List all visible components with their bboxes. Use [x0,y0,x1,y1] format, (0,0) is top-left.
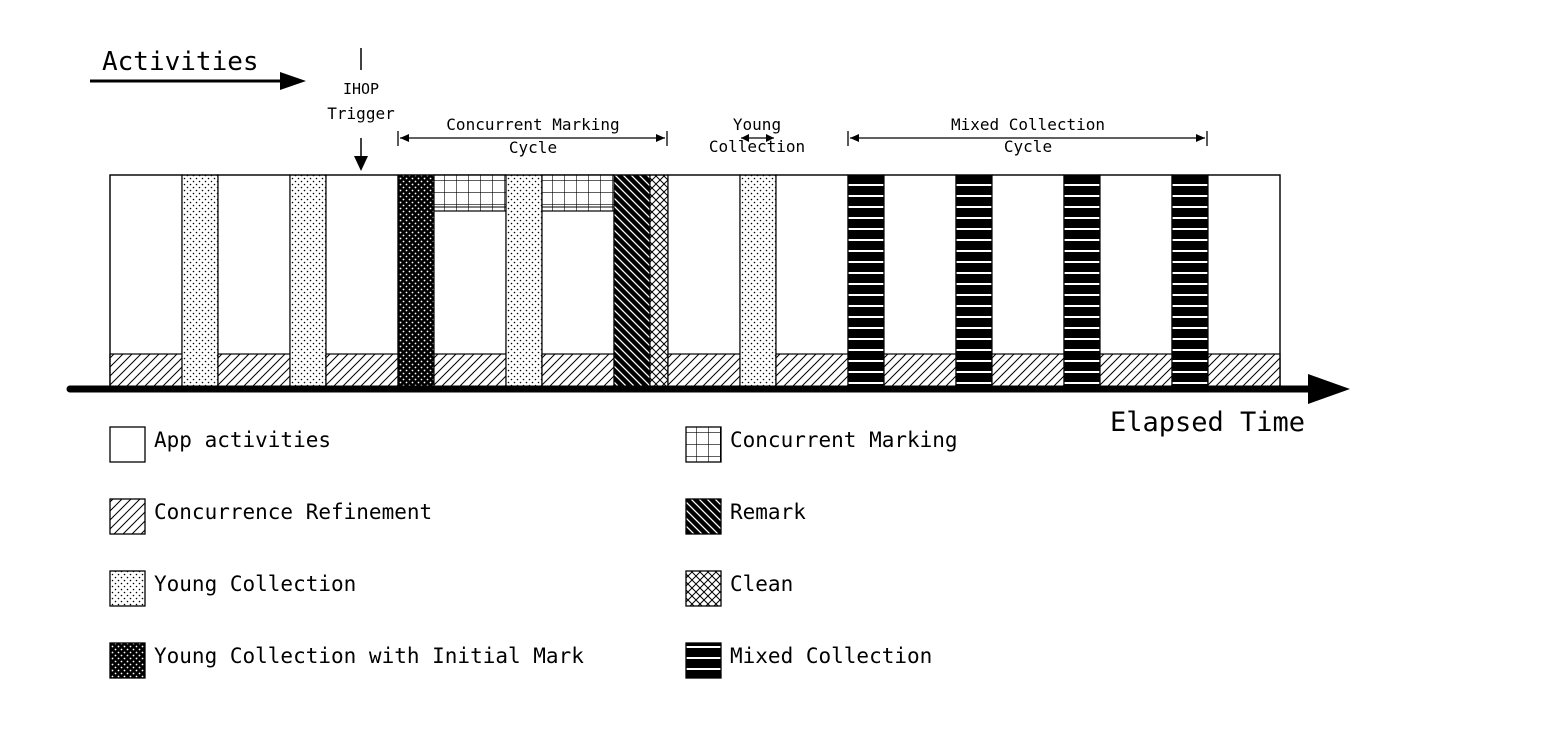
timeline-segment-young [289,174,327,388]
phase-label-line2: Collection [709,137,805,156]
timeline-segment-app [775,174,849,388]
ihop-trigger-line1: IHOP [343,80,379,98]
timeline-segment-mixed [847,174,885,388]
legend-swatch-young-initial-mark [109,642,146,679]
timeline-segment-app [541,174,615,388]
legend-label: Young Collection [154,572,356,596]
legend-swatch-refinement [109,498,146,535]
timeline-segment-app [1099,174,1173,388]
mixed-block [955,174,993,388]
timeline-segment-remark [613,174,651,388]
concurrence-refinement-block [991,353,1065,388]
timeline-segment-mixed [1063,174,1101,388]
legend-label: Concurrence Refinement [154,500,432,524]
elapsed-time-axis [66,374,1350,404]
legend-swatch-young [109,570,146,607]
concurrence-refinement-block [667,353,741,388]
phase-label-line2: Cycle [1004,137,1052,156]
legend-label: App activities [154,428,331,452]
legend-swatch-app [109,426,146,463]
legend-item-concurrent-marking: Concurrent Marking [685,426,958,463]
timeline-segment-clean [649,174,669,388]
legend-item-refinement: Concurrence Refinement [109,498,432,535]
elapsed-time-label: Elapsed Time [1110,407,1305,438]
concurrence-refinement-block [217,353,291,388]
timeline-segment-young-initial-mark [397,174,435,388]
legend-item-clean: Clean [685,570,793,607]
concurrent-marking-block [433,174,507,212]
legend-label: Clean [730,572,793,596]
ihop-trigger-marker: IHOP Trigger [327,48,395,171]
app-activities-block [217,174,291,388]
legend-item-young-initial-mark: Young Collection with Initial Mark [109,642,584,679]
legend-swatch-clean [685,570,722,607]
concurrence-refinement-block [325,353,399,388]
timeline-segment-app [217,174,291,388]
concurrent-marking-block [541,174,615,212]
app-activities-block [775,174,849,388]
concurrence-refinement-block [775,353,849,388]
remark-block [613,174,651,388]
clean-block [649,174,669,388]
timeline-segment-young [505,174,543,388]
app-activities-block [325,174,399,388]
phase-label-line2: Cycle [509,138,557,157]
timeline-segment-mixed [955,174,993,388]
phase-mixed-collection-cycle: Mixed Collection Cycle [847,115,1208,156]
phase-concurrent-marking-cycle: Concurrent Marking Cycle [397,115,668,157]
concurrence-refinement-block [1099,353,1173,388]
timeline-segment-app [667,174,741,388]
young-block [505,174,543,388]
timeline-segment-app [433,174,507,388]
activities-arrow [90,72,306,90]
mixed-block [1171,174,1209,388]
concurrence-refinement-block [433,353,507,388]
mixed-block [847,174,885,388]
concurrence-refinement-block [1207,353,1281,388]
legend-item-app: App activities [109,426,331,463]
concurrence-refinement-block [883,353,957,388]
legend: App activities Concurrence Refinement Youn… [109,426,958,679]
legend-label: Concurrent Marking [730,428,958,452]
app-activities-block [991,174,1065,388]
phase-young-collection: Young Collection [709,115,805,156]
mixed-block [1063,174,1101,388]
legend-swatch-remark [685,498,722,535]
phase-label-line1: Young [733,115,781,134]
timeline-segment-app [991,174,1065,388]
young-initial-mark-block [397,174,435,388]
timeline-segment-mixed [1171,174,1209,388]
young-block [739,174,777,388]
concurrence-refinement-block [109,353,183,388]
legend-label: Young Collection with Initial Mark [154,644,584,668]
timeline-bar [109,174,1281,388]
young-block [289,174,327,388]
timeline-segment-app [1207,174,1281,388]
young-block [181,174,219,388]
legend-label: Remark [730,500,806,524]
app-activities-block [109,174,183,388]
phase-label-line1: Concurrent Marking [446,115,619,134]
activities-label: Activities [102,47,259,77]
legend-item-remark: Remark [685,498,806,535]
legend-label: Mixed Collection [730,644,932,668]
phase-label-line1: Mixed Collection [951,115,1105,134]
legend-item-mixed: Mixed Collection [685,642,932,679]
timeline-segment-app [325,174,399,388]
legend-item-young: Young Collection [109,570,356,607]
timeline-segment-young [739,174,777,388]
app-activities-block [1099,174,1173,388]
timeline-segment-app [883,174,957,388]
timeline-segment-app [109,174,183,388]
legend-swatch-mixed [685,642,722,679]
concurrence-refinement-block [541,353,615,388]
ihop-trigger-line2: Trigger [327,104,395,123]
timeline-segment-young [181,174,219,388]
legend-swatch-concurrent-marking [685,426,722,463]
